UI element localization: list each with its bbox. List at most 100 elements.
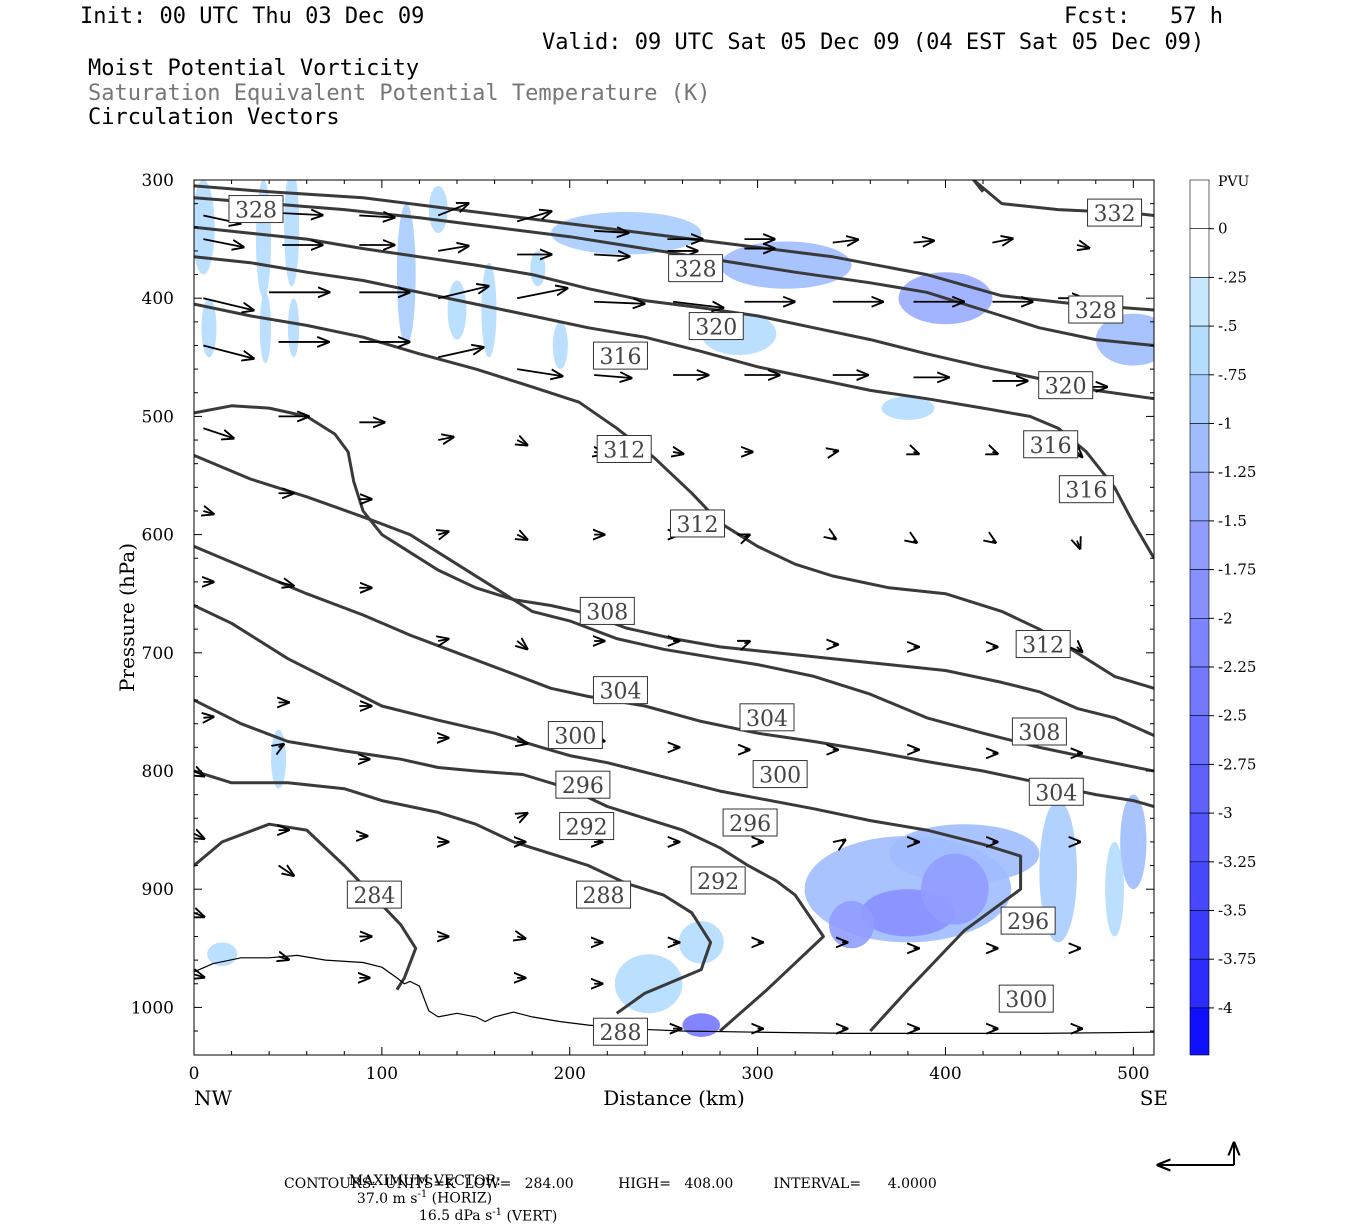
circulation-vector-48 <box>517 440 527 445</box>
circulation-vector-109 <box>278 866 294 876</box>
circulation-vector-5 <box>594 231 628 233</box>
colorbar-unit: PVU <box>1218 174 1250 190</box>
field-title-mpv: Moist Potential Vorticity <box>88 56 420 81</box>
circulation-vector-54 <box>992 452 997 454</box>
colorbar-label: 0 <box>1218 220 1228 238</box>
colorbar-label: -1.25 <box>1218 463 1256 481</box>
circulation-vector-104 <box>842 840 845 842</box>
contour-label-text: 300 <box>759 764 801 789</box>
contour-label-304: 304 <box>739 703 795 732</box>
contour-label-text: 328 <box>235 199 277 224</box>
contour-label-320: 320 <box>688 312 744 341</box>
theta-es-contour-312 <box>194 302 1154 690</box>
plot-area: 328 332 328 328 320 316 320 312 316 316 312 308 312 3… <box>194 180 1154 1046</box>
contour-label-text: 328 <box>1075 299 1117 324</box>
contour-label-328: 328 <box>1068 295 1124 324</box>
circulation-vector-92 <box>279 744 284 747</box>
circulation-vector-3 <box>437 203 468 217</box>
contour-label-text: 308 <box>1018 721 1060 746</box>
colorbar-label: -3.75 <box>1218 950 1256 968</box>
contour-label-box <box>555 770 611 799</box>
contour-label-box <box>1000 906 1056 935</box>
contour-label-box <box>690 866 746 895</box>
circulation-vector-67 <box>1077 541 1080 549</box>
circulation-vector-13 <box>594 254 629 256</box>
contour-label-box <box>592 676 648 705</box>
contour-label-312: 312 <box>596 434 652 463</box>
x-tick-label: 100 <box>366 1064 398 1084</box>
pv-shading-8 <box>447 280 467 340</box>
contour-label-text: 296 <box>729 812 771 837</box>
contour-info: CONTOURS: UNITS=K LOW= 284.00 HIGH= 408.… <box>284 1176 937 1192</box>
colorbar-swatch-14 <box>1189 861 1210 911</box>
colorbar-label: -3.25 <box>1218 853 1256 871</box>
circulation-vector-37 <box>594 375 631 378</box>
init-time: Init: 00 UTC Thu 03 Dec 09 <box>80 4 425 29</box>
contour-label-300: 300 <box>998 984 1054 1013</box>
contour-label-304: 304 <box>1028 777 1084 806</box>
circulation-vector-72 <box>517 641 527 649</box>
circulation-vector-64 <box>833 537 836 539</box>
colorbar-label: -.5 <box>1218 317 1237 335</box>
circulation-vector-53 <box>914 452 919 454</box>
circulation-vector-16 <box>832 240 858 243</box>
colorbar-swatch-9 <box>1189 617 1210 668</box>
forecast-hour: Fcst: 57 h <box>1064 4 1223 29</box>
circulation-vector-11 <box>438 246 468 251</box>
theta-es-contour-292 <box>194 698 825 1033</box>
colorbar-label: -.25 <box>1218 268 1247 286</box>
max-vert-vector: 16.5 dPa s <box>418 1208 493 1224</box>
colorbar-swatch-6 <box>1189 471 1210 522</box>
circulation-vector-26 <box>672 302 723 308</box>
y-tick-label: 900 <box>142 880 174 900</box>
circulation-vector-23 <box>438 286 488 300</box>
contour-label-300: 300 <box>547 721 603 750</box>
contour-label-text: 288 <box>599 1021 641 1046</box>
circulation-vector-20 <box>203 297 253 310</box>
contour-label-box <box>1058 475 1114 504</box>
circulation-vector-59 <box>438 532 448 535</box>
contour-label-328: 328 <box>228 195 284 224</box>
horiz-unit-exponent: -1 <box>417 1189 428 1200</box>
circulation-vector-52 <box>833 451 838 452</box>
colorbar-label: -1.75 <box>1218 561 1256 579</box>
max-horiz-vector: 37.0 m s <box>356 1190 418 1207</box>
valid-time: Valid: 09 UTC Sat 05 Dec 09 (04 EST Sat … <box>542 30 1205 55</box>
pv-shading-5 <box>287 298 300 358</box>
circulation-vector-112 <box>517 936 525 938</box>
pv-shading-3 <box>201 298 217 358</box>
colorbar-swatch-5 <box>1189 423 1210 473</box>
contour-label-308: 308 <box>579 596 635 625</box>
contour-label-text: 312 <box>603 438 645 463</box>
circulation-vector-4 <box>516 211 551 223</box>
contour-label-box <box>1011 717 1067 746</box>
pv-shading-19 <box>889 824 1040 884</box>
colorbar-label: -3 <box>1218 804 1233 822</box>
y-tick-label: 400 <box>142 289 174 309</box>
horiz-suffix: (HORIZ) <box>427 1190 493 1207</box>
contour-label-box <box>1087 198 1143 227</box>
circulation-vector-24 <box>516 288 567 300</box>
circulation-vector-108 <box>194 913 204 917</box>
contour-label-332: 332 <box>1087 198 1143 227</box>
circulation-vector-35 <box>438 347 483 359</box>
contour-label-308: 308 <box>1011 717 1067 746</box>
colorbar-swatch-16 <box>1189 958 1210 1009</box>
contour-label-text: 316 <box>599 345 641 370</box>
contour-label-text: 304 <box>746 707 788 732</box>
y-tick-label: 500 <box>142 407 174 427</box>
circulation-vector-8 <box>203 238 243 247</box>
colorbar-swatch-2 <box>1189 277 1210 327</box>
colorbar-swatch-12 <box>1189 764 1210 814</box>
field-title-theta-es: Saturation Equivalent Potential Temperat… <box>88 81 711 106</box>
colorbar-label: -2.25 <box>1218 658 1256 676</box>
pv-shading-22 <box>921 853 989 925</box>
contour-label-box <box>1023 430 1079 459</box>
circulation-vector-17 <box>913 241 934 243</box>
y-tick-label: 800 <box>142 762 174 782</box>
contour-label-box <box>722 808 778 837</box>
contour-label-box <box>752 760 808 789</box>
y-tick-label: 600 <box>142 526 174 546</box>
pv-shading-26 <box>614 954 683 1014</box>
